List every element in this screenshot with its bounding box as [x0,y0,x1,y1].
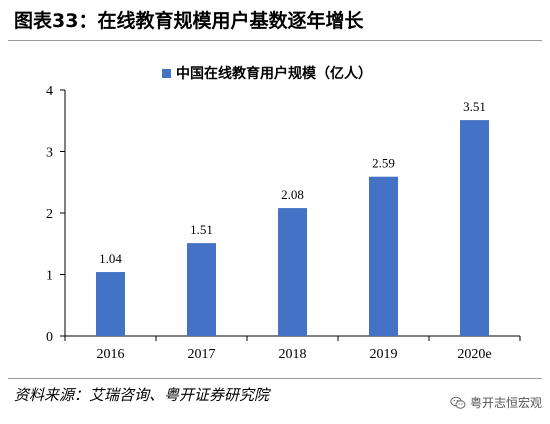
y-tick-label: 1 [46,269,53,284]
x-tick-label: 2018 [279,347,307,362]
y-axis: 0 1 2 3 4 [46,84,66,345]
source-note: 资料来源：艾瑞咨询、粤开证券研究院 [14,386,270,404]
legend: 中国在线教育用户规模（亿人） [162,65,372,82]
x-tick-label: 2017 [188,347,216,362]
watermark: 粤开志恒宏观 [450,394,542,411]
footer-divider [8,378,542,379]
data-label: 2.08 [281,187,304,202]
wechat-icon [450,396,466,409]
bar [278,208,307,336]
x-tick-label: 2016 [97,347,125,362]
x-tick-label: 2020e [457,347,491,362]
data-label: 3.51 [463,99,486,114]
x-axis: 2016 2017 2018 2019 2020e [64,335,521,362]
bar [369,176,398,336]
title-divider [8,40,542,41]
bars: 1.04 1.51 2.08 2.59 3.51 [96,99,489,336]
bar [187,243,216,336]
bar [96,272,125,336]
y-tick-label: 0 [46,330,53,345]
y-tick-label: 2 [46,207,53,222]
data-label: 1.51 [190,222,213,237]
y-tick-label: 4 [46,84,53,99]
x-tick-label: 2019 [370,347,398,362]
y-tick-label: 3 [46,146,53,161]
legend-label: 中国在线教育用户规模（亿人） [176,65,372,82]
data-label: 2.59 [372,156,395,171]
watermark-label: 粤开志恒宏观 [469,396,542,410]
page-title: 图表33：在线教育规模用户基数逐年增长 [14,10,364,32]
data-label: 1.04 [99,251,122,266]
bar [460,120,489,336]
legend-swatch [162,69,171,78]
